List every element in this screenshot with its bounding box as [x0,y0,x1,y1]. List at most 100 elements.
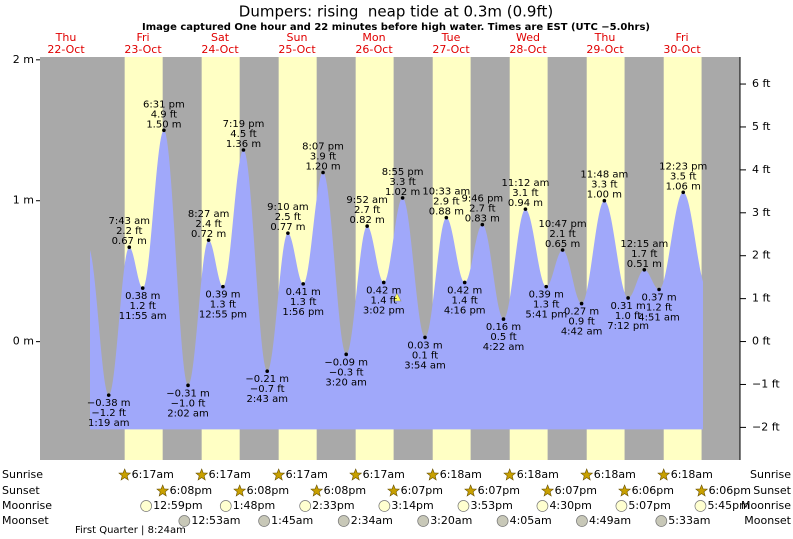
sunset-icon [310,484,324,497]
tide-label: 1.20 m [305,162,340,173]
moonset-icon [417,515,430,527]
tide-point [321,170,325,175]
tide-label: 8:55 pm [382,167,424,178]
moonrise-time: 4:30pm [549,499,591,512]
sunset-time: 6:08pm [324,484,366,497]
tide-label: 1.2 ft [130,301,156,312]
y2-tick-label: 4 ft [752,163,771,176]
tide-label: 3.1 ft [512,188,538,199]
moonrise-time: 3:14pm [391,499,433,512]
sunrise-time: 6:18am [594,468,636,481]
tide-label: 2:43 am [246,394,288,405]
sunset-time: 6:06pm [709,484,751,497]
sunrise-icon [272,468,286,481]
y2-tick-label: 2 ft [752,249,771,262]
moonrise-icon [140,500,153,512]
day-name: Tue [441,31,461,44]
tide-label: 12:15 am [620,239,668,250]
day-name: Thu [594,31,616,44]
tide-label: 12:23 pm [659,161,707,172]
tide-label: 2.7 ft [354,205,380,216]
row-label: Sunset [2,484,40,497]
tide-label: 3:20 am [325,377,367,388]
day-name: Wed [516,31,540,44]
tide-point [162,128,166,133]
day-date: 29-Oct [586,43,624,56]
tide-label: 2.2 ft [116,226,142,237]
tide-label: −0.38 m [87,398,131,409]
sunrise-icon [503,468,517,481]
tide-label: −0.7 ft [250,384,285,395]
row-label: Sunrise [750,468,791,481]
tide-point [444,215,449,220]
day-date: 22-Oct [47,43,85,56]
tide-label: 3:54 am [404,360,446,371]
moonrise-time: 5:07pm [628,499,670,512]
tide-label: 3.3 ft [591,180,617,191]
tide-label: 1.3 ft [210,300,236,311]
sunset-time: 6:07pm [478,484,520,497]
current-tide-marker [392,292,402,302]
y2-tick-label: 5 ft [752,120,771,133]
tide-point [501,317,506,321]
tide-label: −1.0 ft [171,398,206,409]
tide-label: 4:22 am [483,342,525,353]
tide-label: 9:10 am [267,202,309,213]
moonrise-time: 3:53pm [470,499,512,512]
day-date: 26-Oct [355,43,393,56]
tide-point [365,224,369,228]
moonrise-icon [378,500,391,512]
y2-tick-label: −2 ft [752,420,780,433]
tide-point [381,280,386,285]
row-label: Moonrise [741,499,791,512]
moonset-icon [576,515,588,527]
sunset-time: 6:06pm [632,484,674,497]
sunrise-icon [657,468,671,481]
day-name: Thu [55,31,77,44]
sunrise-icon [349,468,363,481]
tide-label: 10:47 pm [539,219,587,230]
row-label: Moonset [744,514,791,527]
day-date: 28-Oct [509,43,547,56]
sunset-icon [541,484,555,497]
sunset-icon [156,484,170,497]
y2-tick-label: 0 ft [752,335,771,348]
tide-label: 1:19 am [88,418,130,429]
y2-tick-label: 3 ft [752,206,771,219]
moonset-icon [337,515,350,527]
tide-point [186,383,190,388]
tide-label: 0.88 m [429,207,464,218]
tide-point [423,335,427,340]
moonset-time: 1:45am [271,514,313,527]
moonset-time: 4:05am [510,514,552,527]
y2-tick-label: −1 ft [752,377,780,390]
moonrise-time: 1:48pm [233,499,275,512]
tide-point [241,148,246,152]
tide-label: 7:19 pm [223,119,265,130]
moonset-icon [655,515,668,527]
tide-label: 0.83 m [465,214,500,225]
sunset-icon [387,484,401,497]
tide-label: 9:46 pm [461,194,503,205]
sunrise-time: 6:17am [363,468,405,481]
tide-label: 1.3 ft [533,300,559,311]
moonrise-icon [219,500,232,512]
tide-label: 1.0 ft [615,311,641,322]
tide-label: 0.37 m [641,293,676,304]
tide-label: 3:02 pm [363,305,405,316]
tide-label: 1.7 ft [631,249,657,260]
tide-point [206,238,211,242]
sunrise-icon [118,468,132,481]
moonset-time: 3:20am [430,514,472,527]
tide-label: 0.38 m [125,291,160,302]
tide-point [579,301,584,306]
tide-label: 1.00 m [587,190,622,201]
sunrise-time: 6:18am [517,468,559,481]
tide-label: 1.2 ft [646,303,672,314]
tide-label: 0.31 m [611,301,646,312]
sunset-time: 6:07pm [401,484,443,497]
tide-label: 3.5 ft [670,171,696,182]
tide-label: −0.09 m [324,357,368,368]
tide-area [90,130,703,430]
tide-point [602,198,607,203]
